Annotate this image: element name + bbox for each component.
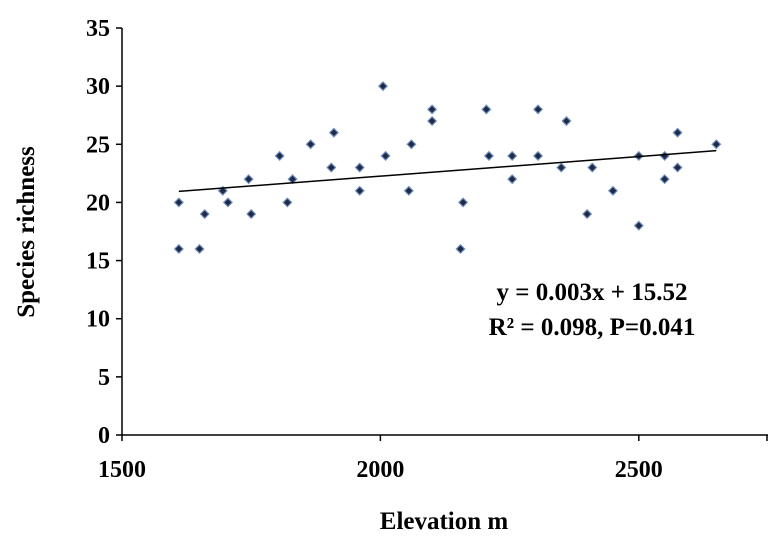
data-point — [328, 127, 339, 138]
y-tick-label: 5 — [98, 365, 110, 391]
data-point — [659, 174, 670, 185]
data-point — [587, 162, 598, 173]
x-tick-label: 2000 — [356, 457, 404, 483]
data-point — [455, 243, 466, 254]
data-point — [354, 162, 365, 173]
data-point — [326, 162, 337, 173]
x-tick-label: 2500 — [615, 457, 663, 483]
x-ticks: 1500 2000 2500 — [98, 435, 768, 483]
data-point — [607, 185, 619, 196]
data-point — [458, 197, 469, 208]
regression-equation: y = 0.003x + 15.52 — [497, 279, 688, 306]
data-point — [173, 197, 184, 208]
y-tick-label: 20 — [86, 190, 110, 216]
data-point — [406, 139, 417, 150]
data-point — [246, 209, 257, 220]
regression-stats: R² = 0.098, P=0.041 — [489, 314, 696, 341]
data-point — [243, 174, 254, 185]
data-point — [672, 127, 683, 138]
x-axis-title: Elevation m — [380, 508, 509, 535]
trendline — [178, 149, 717, 193]
data-point — [561, 115, 572, 127]
data-point — [633, 220, 644, 231]
data-point — [556, 162, 567, 173]
data-point — [222, 197, 233, 208]
data-point — [173, 243, 184, 254]
data-point — [532, 150, 544, 161]
y-ticks: 0 5 10 15 20 25 30 35 — [86, 16, 122, 449]
data-point — [305, 139, 316, 150]
data-point — [427, 115, 438, 127]
y-tick-label: 15 — [86, 249, 110, 275]
data-point — [377, 81, 389, 92]
data-points — [173, 81, 722, 254]
data-point — [582, 209, 593, 220]
y-tick-label: 30 — [86, 74, 110, 100]
data-point — [274, 150, 285, 161]
data-point — [194, 243, 205, 254]
data-point — [507, 150, 518, 161]
data-point — [354, 185, 365, 196]
data-point — [672, 162, 683, 173]
data-point — [403, 185, 414, 196]
data-point — [427, 104, 438, 115]
data-point — [483, 150, 494, 161]
data-point — [507, 174, 518, 185]
data-point — [659, 150, 670, 161]
data-point — [711, 139, 722, 150]
data-point — [380, 150, 391, 161]
y-axis-title: Species richness — [13, 146, 40, 318]
axes — [121, 28, 768, 436]
y-tick-label: 25 — [86, 132, 110, 158]
data-point — [532, 104, 544, 115]
y-tick-label: 35 — [86, 16, 110, 42]
y-tick-label: 0 — [98, 423, 110, 449]
x-tick-label: 1500 — [98, 457, 146, 483]
y-tick-label: 10 — [86, 307, 110, 333]
data-point — [282, 197, 293, 208]
data-point — [199, 209, 210, 220]
data-point — [481, 104, 492, 115]
